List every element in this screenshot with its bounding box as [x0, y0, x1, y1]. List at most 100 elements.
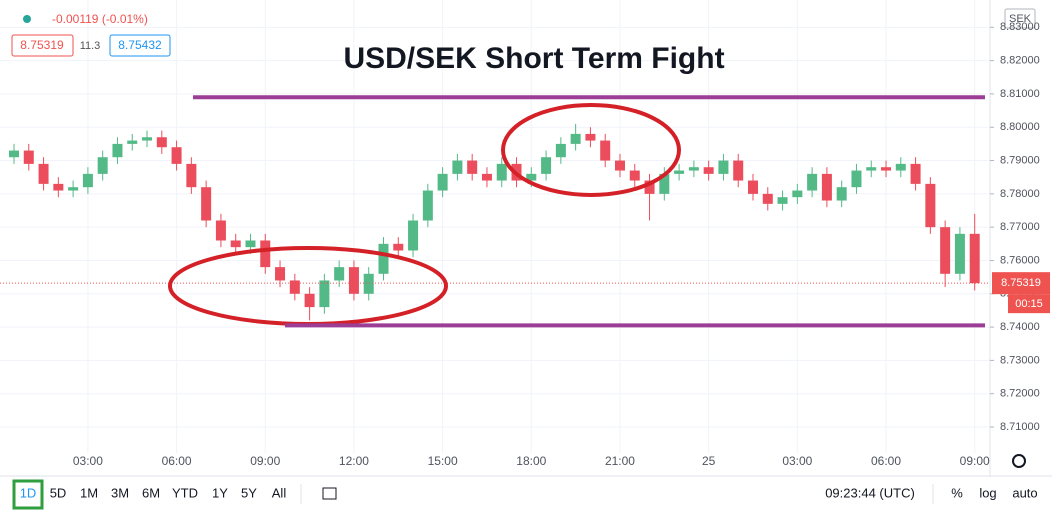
- candle-body: [275, 267, 286, 281]
- candle-body: [319, 280, 330, 308]
- y-tick-label: 8.79000: [1000, 154, 1040, 166]
- x-tick-label: 18:00: [516, 454, 546, 468]
- timeframe-button[interactable]: All: [272, 485, 287, 500]
- timeframe-button[interactable]: 1M: [80, 485, 98, 500]
- candle-body: [467, 160, 478, 174]
- candle-body: [186, 163, 197, 188]
- candle-body: [925, 183, 936, 228]
- last-price-label: 8.75319: [1001, 277, 1041, 289]
- candle-body: [422, 190, 433, 221]
- candle-body: [733, 160, 744, 181]
- y-tick-label: 8.74000: [1000, 321, 1040, 333]
- percent-toggle[interactable]: %: [951, 485, 963, 500]
- y-tick-label: 8.72000: [1000, 388, 1040, 400]
- candle-body: [807, 173, 818, 191]
- timeframe-button[interactable]: 5D: [50, 485, 67, 500]
- settings-icon[interactable]: [1012, 454, 1026, 468]
- candle-body: [53, 183, 64, 191]
- candle-body: [334, 267, 345, 281]
- candle-body: [171, 147, 182, 164]
- price-change: -0.00119 (-0.01%): [52, 12, 148, 26]
- timeframe-button[interactable]: YTD: [172, 485, 198, 500]
- auto-toggle[interactable]: auto: [1012, 485, 1037, 500]
- bid-box[interactable]: [11, 34, 74, 57]
- candle-body: [481, 173, 492, 181]
- candle-body: [688, 167, 699, 171]
- y-tick-label: 8.80000: [1000, 121, 1040, 133]
- candle-body: [674, 170, 685, 174]
- candle-body: [9, 150, 19, 158]
- candle-body: [644, 180, 655, 194]
- timeframe-button[interactable]: 3M: [111, 485, 129, 500]
- candle-body: [156, 137, 167, 148]
- y-tick-label: 8.83000: [1000, 21, 1040, 33]
- candle-body: [541, 157, 552, 174]
- candle-body: [600, 140, 611, 161]
- candle-body: [748, 180, 758, 194]
- timeframe-button[interactable]: 5Y: [241, 485, 257, 500]
- candle-body: [777, 197, 788, 204]
- currency-box[interactable]: [1004, 8, 1036, 29]
- x-tick-label: 06:00: [871, 454, 901, 468]
- candle-body: [127, 140, 138, 144]
- candle-body: [408, 220, 419, 251]
- candle-body: [585, 133, 596, 141]
- log-toggle[interactable]: log: [979, 485, 996, 500]
- candle-body: [836, 187, 847, 201]
- candle-body: [792, 190, 803, 198]
- y-tick-label: 8.73000: [1000, 354, 1040, 366]
- candle-body: [866, 167, 877, 171]
- candle-body: [348, 267, 359, 294]
- candle-body: [289, 280, 300, 294]
- x-tick-label: 09:00: [250, 454, 280, 468]
- candle-body: [304, 293, 315, 308]
- candle-body: [245, 240, 256, 248]
- plot: [0, 0, 990, 453]
- candle-body: [38, 163, 49, 184]
- x-tick-label: 09:00: [960, 454, 990, 468]
- candle-body: [969, 233, 980, 284]
- x-tick-label: 06:00: [162, 454, 192, 468]
- candle-body: [940, 227, 951, 274]
- candle-body: [718, 160, 729, 174]
- candle-body: [68, 187, 79, 191]
- candle-body: [570, 133, 581, 144]
- candle-body: [555, 143, 566, 158]
- timeframe-button[interactable]: 1Y: [212, 485, 228, 500]
- circle-annotation: [501, 103, 681, 197]
- candle-body: [629, 170, 640, 181]
- ask-box[interactable]: [109, 34, 171, 57]
- chart-title: USD/SEK Short Term Fight: [343, 42, 724, 75]
- date-range-icon[interactable]: [322, 487, 337, 500]
- clock: 09:23:44 (UTC): [825, 485, 915, 500]
- last-price-box: [992, 272, 1050, 295]
- y-tick-label: 8.82000: [1000, 55, 1040, 67]
- x-tick-label: 03:00: [73, 454, 103, 468]
- currency: SEK: [1009, 13, 1032, 25]
- circle-annotation: [168, 246, 448, 326]
- ask-price: 8.75432: [118, 38, 162, 52]
- x-tick-label: 12:00: [339, 454, 369, 468]
- candle-body: [393, 243, 404, 251]
- candle-body: [954, 233, 965, 274]
- candle-body: [452, 160, 463, 174]
- timeframe-button[interactable]: 1D: [20, 485, 37, 500]
- bid-price: 8.75319: [20, 38, 64, 52]
- y-tick-label: 8.76000: [1000, 254, 1040, 266]
- candle-body: [703, 167, 714, 174]
- candle-body: [614, 160, 625, 171]
- x-tick-label: 25: [702, 454, 716, 468]
- candle-body: [526, 173, 537, 181]
- y-tick-label: 8.77000: [1000, 221, 1040, 233]
- x-tick-label: 03:00: [782, 454, 812, 468]
- candle-body: [821, 173, 832, 201]
- candle-body: [112, 143, 123, 158]
- status-dot: [23, 15, 31, 23]
- countdown-box: [1008, 294, 1050, 314]
- candle-body: [437, 173, 448, 191]
- candle-body: [910, 163, 921, 184]
- active-timeframe: [12, 479, 44, 510]
- candle-body: [496, 163, 507, 181]
- timeframe-button[interactable]: 6M: [142, 485, 160, 500]
